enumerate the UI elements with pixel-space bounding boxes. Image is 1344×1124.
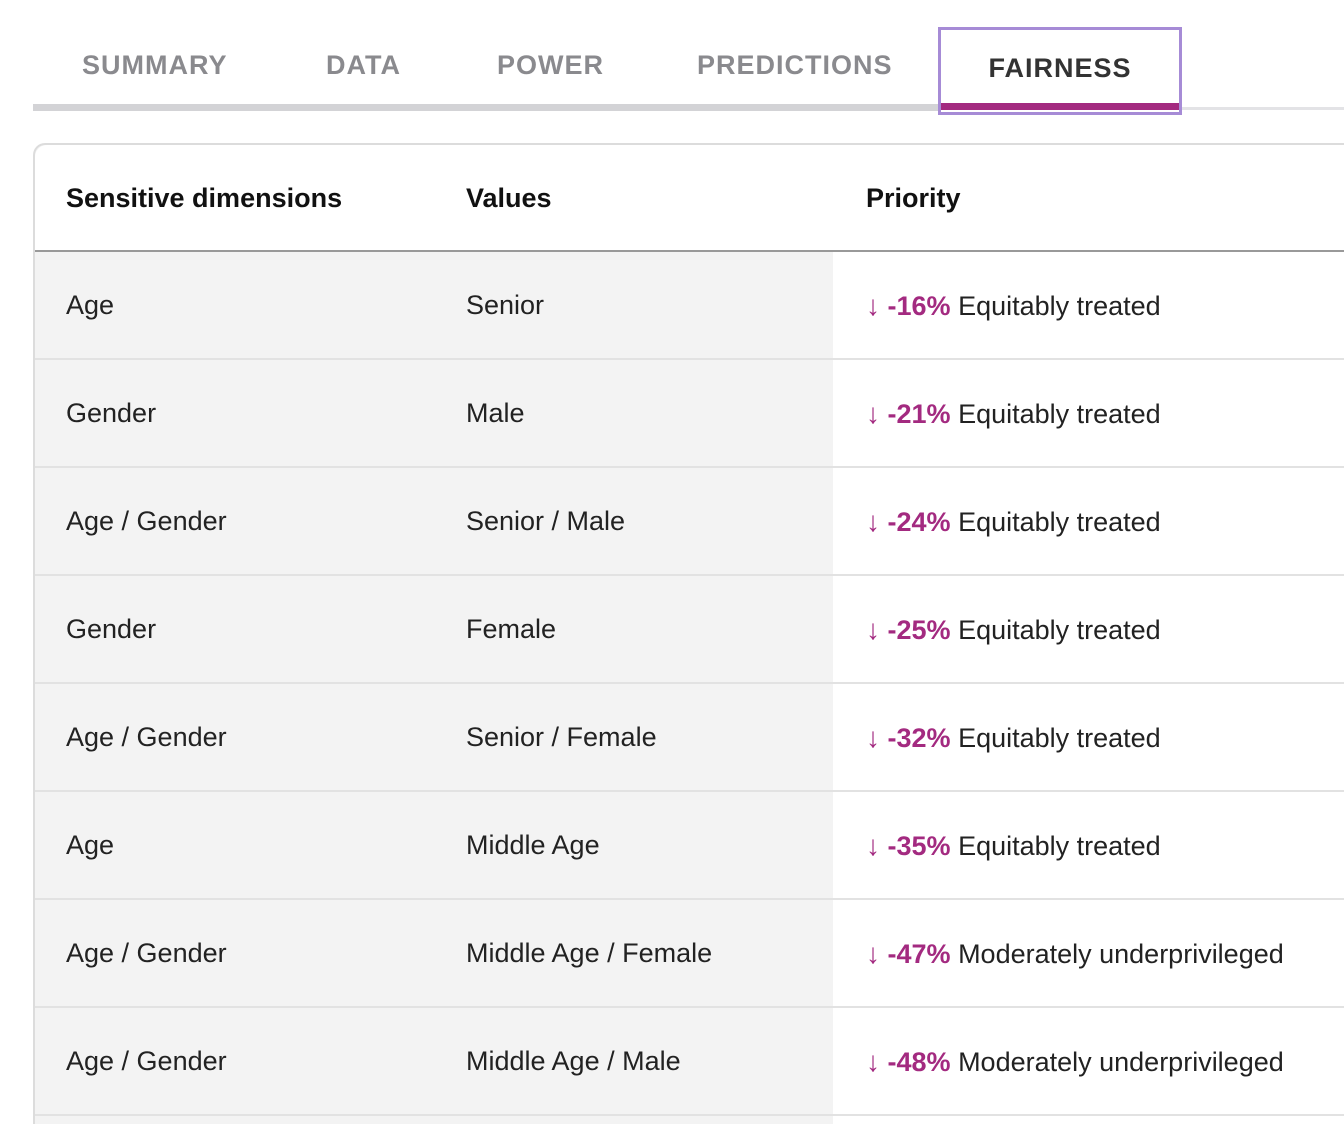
priority-cell: ↓ -24% Equitably treated [866, 506, 1161, 538]
table-row[interactable]: Age / Gender Senior / Male ↓ -24% Equita… [35, 468, 1344, 576]
table-row[interactable]: Age Middle Age ↓ -35% Equitably treated [35, 792, 1344, 900]
change-percent: -25% [887, 615, 951, 645]
table-row[interactable]: Gender Male ↓ -21% Equitably treated [35, 360, 1344, 468]
value-cell: Middle Age [466, 830, 600, 860]
table-row[interactable]: Age / Gender Middle Age / Female ↓ -47% … [35, 900, 1344, 1008]
priority-cell: ↓ -16% Equitably treated [866, 290, 1161, 322]
tab-fairness-label: FAIRNESS [988, 52, 1132, 83]
priority-cell: ↓ -32% Equitably treated [866, 722, 1161, 754]
value-cell: Female [466, 614, 557, 644]
tab-predictions[interactable]: PREDICTIONS [697, 50, 893, 80]
dimension-cell: Age / Gender [66, 1046, 227, 1076]
table-header: Sensitive dimensions Values Priority [35, 145, 1344, 252]
change-percent: -35% [887, 831, 951, 861]
arrow-down-icon: ↓ [866, 938, 880, 969]
value-cell: Senior / Male [466, 506, 626, 536]
priority-cell: ↓ -35% Equitably treated [866, 830, 1161, 862]
arrow-down-icon: ↓ [866, 830, 880, 861]
dimension-cell: Age / Gender [66, 506, 227, 536]
dimension-cell: Age / Gender [66, 938, 227, 968]
header-sensitive-dimensions[interactable]: Sensitive dimensions [66, 183, 343, 213]
fairness-table: Sensitive dimensions Values Priority Age… [33, 143, 1344, 1124]
dimension-cell: Gender [66, 614, 157, 644]
dimension-cell: Age [66, 830, 115, 860]
status-text: Equitably treated [958, 507, 1161, 537]
change-percent: -32% [887, 723, 951, 753]
priority-cell: ↓ -47% Moderately underprivileged [866, 938, 1284, 970]
status-text: Equitably treated [958, 291, 1161, 321]
status-text: Equitably treated [958, 723, 1161, 753]
arrow-down-icon: ↓ [866, 290, 880, 321]
change-percent: -48% [887, 1047, 951, 1077]
tab-summary[interactable]: SUMMARY [82, 50, 228, 80]
change-percent: -47% [887, 939, 951, 969]
value-cell: Middle Age / Male [466, 1046, 681, 1076]
arrow-down-icon: ↓ [866, 506, 880, 537]
arrow-down-icon: ↓ [866, 1046, 880, 1077]
active-tab-indicator [941, 103, 1179, 110]
priority-cell: ↓ -21% Equitably treated [866, 398, 1161, 430]
tab-power[interactable]: POWER [497, 50, 605, 80]
table-row[interactable]: Gender Female ↓ -25% Equitably treated [35, 576, 1344, 684]
tab-track-line [1181, 107, 1344, 110]
priority-cell: ↓ -48% Moderately underprivileged [866, 1046, 1284, 1078]
change-percent: -21% [887, 399, 951, 429]
table-row[interactable]: Age Senior ↓ -16% Equitably treated [35, 252, 1344, 360]
value-cell: Middle Age / Female [466, 938, 713, 968]
tab-track [33, 104, 938, 111]
table-body: Age Senior ↓ -16% Equitably treated Gende… [35, 252, 1344, 1116]
change-percent: -24% [887, 507, 951, 537]
arrow-down-icon: ↓ [866, 398, 880, 429]
priority-cell: ↓ -25% Equitably treated [866, 614, 1161, 646]
header-priority[interactable]: Priority [866, 183, 961, 213]
dimension-cell: Gender [66, 398, 157, 428]
table-row[interactable]: Age / Gender Senior / Female ↓ -32% Equi… [35, 684, 1344, 792]
change-percent: -16% [887, 291, 951, 321]
value-cell: Senior [466, 290, 545, 320]
value-cell: Senior / Female [466, 722, 657, 752]
tab-data[interactable]: DATA [326, 50, 401, 80]
dimension-cell: Age [66, 290, 115, 320]
status-text: Equitably treated [958, 615, 1161, 645]
status-text: Equitably treated [958, 831, 1161, 861]
value-cell: Male [466, 398, 525, 428]
header-values[interactable]: Values [466, 183, 552, 213]
status-text: Equitably treated [958, 399, 1161, 429]
dimension-cell: Age / Gender [66, 722, 227, 752]
status-text: Moderately underprivileged [958, 1047, 1284, 1077]
tab-fairness[interactable]: FAIRNESS [938, 27, 1182, 115]
arrow-down-icon: ↓ [866, 722, 880, 753]
status-text: Moderately underprivileged [958, 939, 1284, 969]
tab-bar: SUMMARY DATA POWER PREDICTIONS FAIRNESS [33, 0, 1344, 115]
table-row[interactable]: Age / Gender Middle Age / Male ↓ -48% Mo… [35, 1008, 1344, 1116]
arrow-down-icon: ↓ [866, 614, 880, 645]
